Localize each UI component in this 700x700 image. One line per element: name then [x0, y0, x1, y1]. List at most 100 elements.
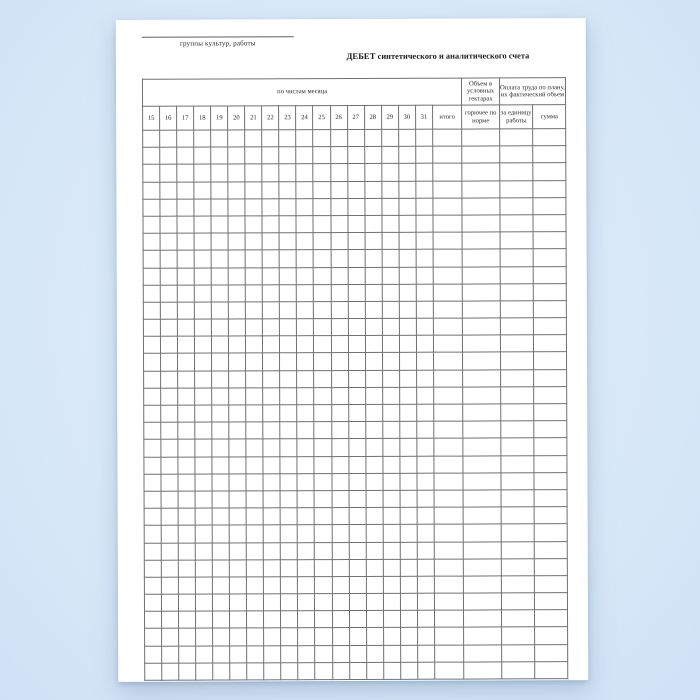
table-cell[interactable] [535, 661, 568, 679]
table-cell[interactable] [313, 301, 331, 319]
table-cell[interactable] [349, 645, 367, 663]
table-cell[interactable] [433, 438, 464, 456]
table-cell[interactable] [433, 335, 463, 353]
table-cell[interactable] [501, 524, 535, 542]
table-cell[interactable] [533, 317, 567, 336]
table-cell[interactable] [433, 283, 463, 302]
table-cell[interactable] [415, 283, 434, 302]
table-cell[interactable] [143, 250, 161, 268]
table-cell[interactable] [195, 542, 213, 560]
table-cell[interactable] [416, 318, 434, 336]
table-cell[interactable] [144, 611, 162, 629]
table-cell[interactable] [382, 369, 400, 388]
table-cell[interactable] [280, 610, 298, 629]
table-cell[interactable] [500, 455, 535, 473]
table-cell[interactable] [381, 163, 399, 181]
table-cell[interactable] [533, 214, 567, 232]
table-cell[interactable] [398, 283, 417, 302]
table-cell[interactable] [177, 319, 195, 337]
table-cell[interactable] [331, 421, 349, 439]
table-cell[interactable] [159, 181, 178, 199]
table-cell[interactable] [348, 473, 366, 491]
table-cell[interactable] [534, 541, 568, 559]
table-cell[interactable] [433, 300, 463, 319]
table-cell[interactable] [500, 420, 535, 439]
table-cell[interactable] [263, 525, 281, 543]
table-cell[interactable] [245, 301, 263, 319]
table-cell[interactable] [382, 490, 400, 508]
table-cell[interactable] [263, 421, 281, 440]
table-cell[interactable] [210, 129, 228, 148]
table-cell[interactable] [433, 318, 463, 336]
table-cell[interactable] [434, 610, 464, 628]
table-cell[interactable] [314, 542, 332, 560]
table-cell[interactable] [415, 197, 433, 216]
table-cell[interactable] [210, 147, 229, 165]
table-cell[interactable] [348, 576, 367, 594]
table-cell[interactable] [297, 576, 315, 594]
table-cell[interactable] [297, 628, 316, 646]
table-cell[interactable] [160, 370, 178, 389]
table-cell[interactable] [280, 507, 298, 526]
table-cell[interactable] [365, 370, 383, 388]
table-cell[interactable] [245, 353, 263, 371]
table-cell[interactable] [332, 645, 350, 663]
table-cell[interactable] [534, 420, 567, 439]
table-cell[interactable] [463, 489, 501, 508]
table-cell[interactable] [417, 576, 435, 594]
table-cell[interactable] [143, 388, 161, 406]
table-cell[interactable] [264, 662, 282, 680]
table-cell[interactable] [160, 319, 178, 337]
table-cell[interactable] [417, 661, 435, 680]
table-cell[interactable] [347, 181, 365, 199]
table-cell[interactable] [348, 507, 366, 525]
table-cell[interactable] [178, 594, 196, 612]
table-cell[interactable] [533, 300, 567, 318]
table-cell[interactable] [463, 558, 502, 576]
table-cell[interactable] [534, 558, 568, 576]
table-cell[interactable] [159, 198, 178, 217]
table-cell[interactable] [177, 198, 195, 217]
table-cell[interactable] [246, 628, 264, 646]
table-cell[interactable] [348, 352, 366, 371]
table-cell[interactable] [433, 472, 464, 491]
table-cell[interactable] [416, 301, 434, 319]
table-cell[interactable] [296, 301, 314, 319]
table-row[interactable] [144, 609, 568, 629]
table-cell[interactable] [212, 645, 230, 663]
table-cell[interactable] [533, 128, 566, 146]
table-cell[interactable] [462, 369, 501, 387]
table-cell[interactable] [178, 508, 196, 526]
table-cell[interactable] [279, 129, 297, 147]
table-cell[interactable] [462, 197, 500, 216]
table-cell[interactable] [381, 301, 400, 319]
table-cell[interactable] [228, 353, 246, 371]
table-cell[interactable] [228, 301, 246, 320]
table-cell[interactable] [314, 456, 332, 474]
table-cell[interactable] [195, 525, 213, 543]
table-cell[interactable] [262, 198, 280, 216]
table-cell[interactable] [500, 403, 535, 422]
table-cell[interactable] [348, 559, 366, 577]
table-cell[interactable] [160, 250, 178, 268]
table-cell[interactable] [432, 197, 463, 216]
table-cell[interactable] [176, 164, 194, 182]
table-cell[interactable] [534, 455, 567, 473]
table-cell[interactable] [416, 352, 434, 370]
table-cell[interactable] [195, 576, 213, 595]
table-cell[interactable] [279, 232, 297, 251]
table-cell[interactable] [462, 232, 500, 250]
table-cell[interactable] [228, 198, 246, 216]
table-cell[interactable] [228, 336, 246, 354]
table-cell[interactable] [399, 490, 417, 508]
table-cell[interactable] [144, 559, 162, 578]
table-cell[interactable] [228, 250, 246, 268]
table-cell[interactable] [533, 231, 567, 250]
table-cell[interactable] [349, 662, 367, 680]
table-cell[interactable] [501, 610, 535, 628]
table-row[interactable] [144, 592, 568, 612]
table-cell[interactable] [500, 335, 534, 353]
table-cell[interactable] [297, 593, 315, 611]
table-cell[interactable] [296, 249, 314, 268]
table-cell[interactable] [347, 129, 365, 147]
